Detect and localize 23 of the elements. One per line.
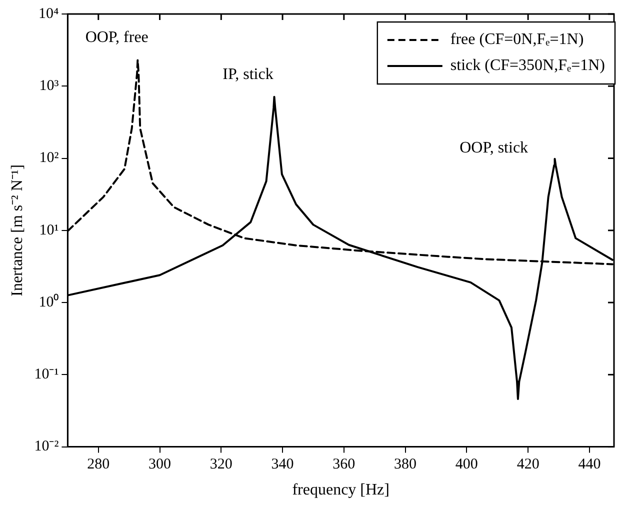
x-tick-label: 420 xyxy=(516,456,540,473)
y-tick-label: 10² xyxy=(39,150,60,166)
y-tick-label: 10⁻¹ xyxy=(34,366,59,383)
y-axis-title: Inertance [m s⁻² N⁻¹] xyxy=(8,164,26,296)
x-tick-label: 340 xyxy=(271,456,294,473)
legend-label: free (CF=0N,Fₑ=1N) xyxy=(450,31,584,48)
x-tick-label: 400 xyxy=(455,456,478,473)
x-tick-label: 380 xyxy=(394,456,417,473)
x-axis-title: frequency [Hz] xyxy=(292,482,390,499)
annotation: OOP, stick xyxy=(460,139,528,156)
legend-label: stick (CF=350N,Fₑ=1N) xyxy=(450,57,606,74)
x-tick-label: 360 xyxy=(332,456,356,473)
annotation: OOP, free xyxy=(85,29,148,46)
y-tick-label: 10¹ xyxy=(39,222,59,238)
x-tick-label: 440 xyxy=(578,456,601,473)
y-tick-label: 10⁰ xyxy=(38,293,59,310)
y-tick-label: 10⁴ xyxy=(38,6,59,22)
y-tick-label: 10⁻² xyxy=(34,438,60,455)
x-tick-label: 320 xyxy=(210,456,232,473)
x-tick-label: 280 xyxy=(87,456,110,473)
annotation: IP, stick xyxy=(222,66,274,83)
x-tick-label: 300 xyxy=(148,456,172,473)
y-tick-label: 10³ xyxy=(39,78,60,94)
